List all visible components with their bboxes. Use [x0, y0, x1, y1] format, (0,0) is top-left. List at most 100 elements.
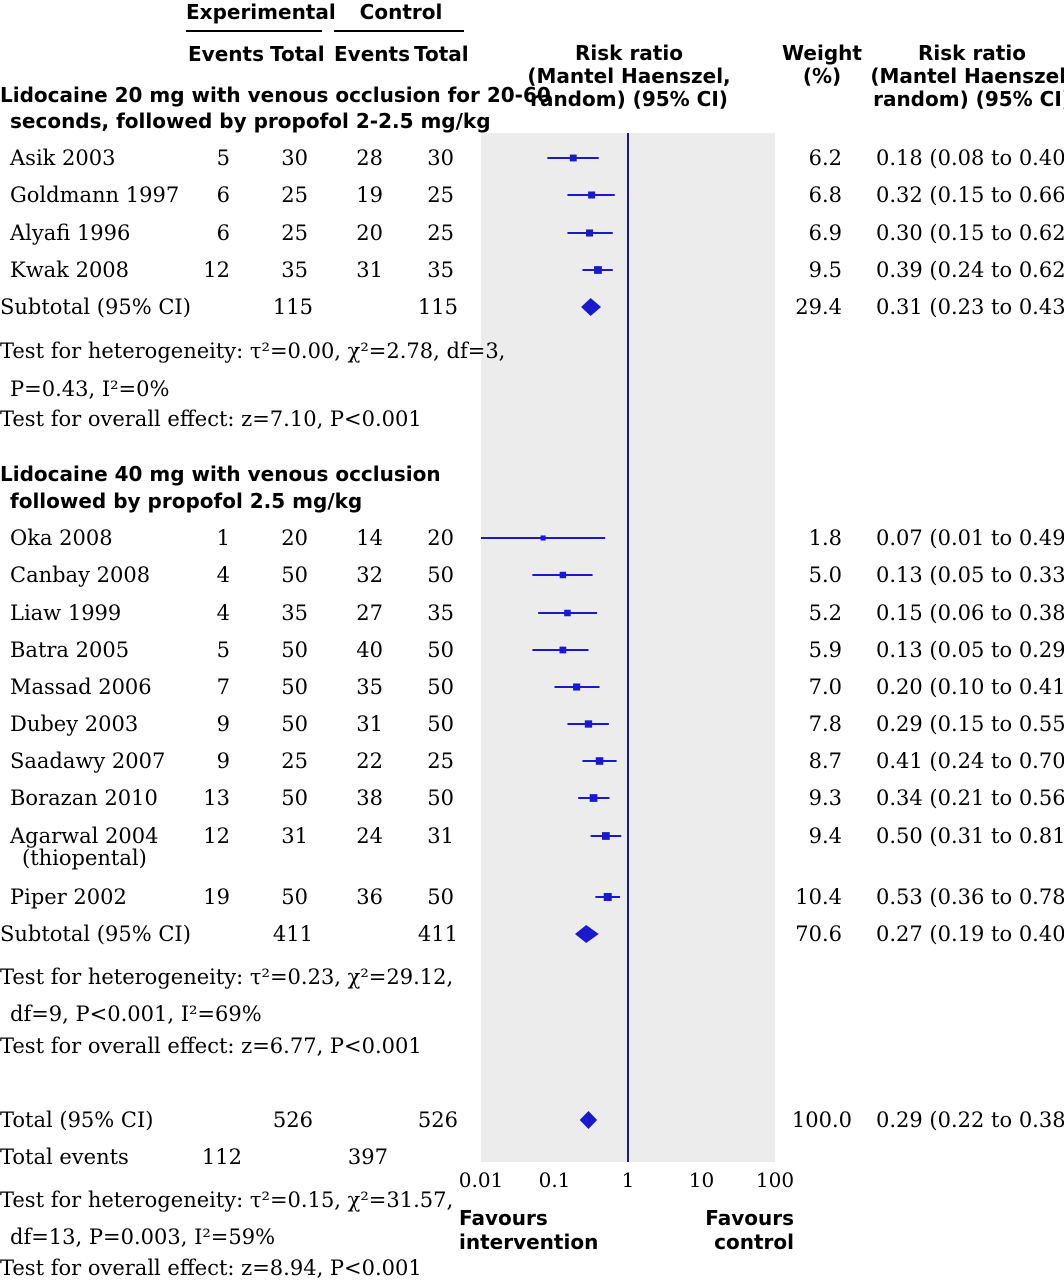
study-ctl-events: 27 [356, 601, 383, 625]
subtotal-2-weight: 70.6 [795, 922, 842, 946]
study-ctl-total: 31 [427, 824, 454, 848]
study-name-note: (thiopental) [22, 846, 147, 870]
point-estimate [586, 229, 594, 237]
subtotal-1-exp-total: 115 [272, 295, 313, 319]
study-ctl-total: 50 [427, 638, 454, 662]
ctl-total-header: Total [414, 42, 469, 66]
study-ctl-events: 22 [356, 749, 383, 773]
total-events-label: Total events [0, 1145, 129, 1169]
subtotal-1-ci: 0.31 (0.23 to 0.43) [876, 295, 1064, 319]
study-weight: 8.7 [808, 749, 842, 773]
study-exp-total: 50 [281, 675, 308, 699]
study-ci: 0.15 (0.06 to 0.38) [876, 601, 1064, 625]
study-exp-total: 20 [281, 526, 308, 550]
tick-label: 100 [756, 1168, 794, 1192]
study-exp-events: 12 [203, 258, 230, 282]
study-ci: 0.32 (0.15 to 0.66) [876, 183, 1064, 207]
study-ci: 0.34 (0.21 to 0.56) [876, 786, 1064, 810]
study-ctl-total: 30 [427, 146, 454, 170]
point-estimate [540, 535, 546, 541]
total-ctl-total: 526 [417, 1108, 458, 1132]
group-1-title: Lidocaine 20 mg with venous occlusion fo… [0, 83, 551, 133]
point-estimate [594, 266, 602, 274]
study-exp-total: 35 [281, 258, 308, 282]
control-rule [334, 30, 464, 32]
study-ctl-total: 25 [427, 221, 454, 245]
study-exp-events: 19 [203, 885, 230, 909]
study-ctl-events: 38 [356, 786, 383, 810]
total-ci: 0.29 (0.22 to 0.38) [876, 1108, 1064, 1132]
pooled-diamond [581, 298, 602, 316]
study-ci: 0.41 (0.24 to 0.70) [876, 749, 1064, 773]
point-estimate [595, 757, 604, 765]
study-weight: 5.0 [808, 563, 842, 587]
favours-control-label: Favours control [705, 1206, 794, 1254]
subtotal-2-ctl-total: 411 [417, 922, 458, 946]
subtotal-1-weight: 29.4 [795, 295, 842, 319]
study-weight: 10.4 [795, 885, 842, 909]
group-2-title: Lidocaine 40 mg with venous occlusion fo… [0, 462, 441, 513]
study-ctl-events: 24 [356, 824, 383, 848]
experimental-rule [186, 30, 322, 32]
study-ci: 0.50 (0.31 to 0.81) [876, 824, 1064, 848]
study-ctl-events: 35 [356, 675, 383, 699]
study-exp-events: 5 [216, 638, 230, 662]
study-ctl-events: 28 [356, 146, 383, 170]
exp-events-header: Events [188, 42, 264, 66]
subtotal-2-label: Subtotal (95% CI) [0, 922, 191, 946]
control-header: Control [359, 0, 443, 24]
pooled-diamond [574, 925, 599, 943]
point-estimate [601, 832, 610, 840]
study-ctl-total: 35 [427, 258, 454, 282]
study-exp-total: 50 [281, 638, 308, 662]
study-name: Canbay 2008 [10, 563, 151, 587]
study-ci: 0.20 (0.10 to 0.41) [876, 675, 1064, 699]
total-label: Total (95% CI) [0, 1108, 154, 1132]
study-ctl-total: 25 [427, 749, 454, 773]
point-estimate [559, 646, 567, 654]
study-ctl-total: 20 [427, 526, 454, 550]
point-estimate [569, 154, 577, 162]
study-weight: 9.5 [808, 258, 842, 282]
study-ctl-total: 50 [427, 563, 454, 587]
heterogeneity-2: Test for heterogeneity: τ²=0.23, χ²=29.1… [0, 965, 454, 1026]
exp-total-header: Total [270, 42, 325, 66]
subtotal-1-ctl-total: 115 [417, 295, 458, 319]
study-name: Alyafi 1996 [10, 221, 131, 245]
overall-effect-1: Test for overall effect: z=7.10, P<0.001 [0, 407, 422, 431]
study-exp-events: 13 [203, 786, 230, 810]
point-estimate [559, 571, 567, 579]
study-ctl-events: 20 [356, 221, 383, 245]
study-exp-total: 25 [281, 183, 308, 207]
study-weight: 6.2 [808, 146, 842, 170]
experimental-header: Experimental [186, 0, 336, 24]
study-exp-events: 4 [216, 601, 230, 625]
overall-effect-2: Test for overall effect: z=6.77, P<0.001 [0, 1034, 422, 1058]
study-weight: 6.9 [808, 221, 842, 245]
total-exp-total: 526 [272, 1108, 313, 1132]
study-exp-total: 50 [281, 786, 308, 810]
study-exp-total: 50 [281, 712, 308, 736]
study-ci: 0.53 (0.36 to 0.78) [876, 885, 1064, 909]
study-exp-total: 25 [281, 749, 308, 773]
study-name: Goldmann 1997 [10, 183, 180, 207]
study-exp-total: 31 [281, 824, 308, 848]
study-name: Agarwal 2004 [10, 824, 159, 848]
study-ci: 0.13 (0.05 to 0.33) [876, 563, 1064, 587]
study-weight: 5.2 [808, 601, 842, 625]
point-estimate [584, 720, 593, 728]
point-estimate [603, 893, 612, 901]
overall-effect-total: Test for overall effect: z=8.94, P<0.001 [0, 1256, 422, 1280]
study-ctl-total: 50 [427, 885, 454, 909]
heterogeneity-1: Test for heterogeneity: τ²=0.00, χ²=2.78… [0, 339, 506, 401]
study-ctl-total: 50 [427, 675, 454, 699]
study-ctl-events: 32 [356, 563, 383, 587]
study-ctl-total: 50 [427, 786, 454, 810]
study-name: Dubey 2003 [10, 712, 139, 736]
point-estimate [589, 794, 598, 802]
point-estimate [573, 683, 581, 691]
study-name: Oka 2008 [10, 526, 113, 550]
study-weight: 9.4 [808, 824, 842, 848]
study-ci: 0.29 (0.15 to 0.55) [876, 712, 1064, 736]
study-ci: 0.13 (0.05 to 0.29) [876, 638, 1064, 662]
